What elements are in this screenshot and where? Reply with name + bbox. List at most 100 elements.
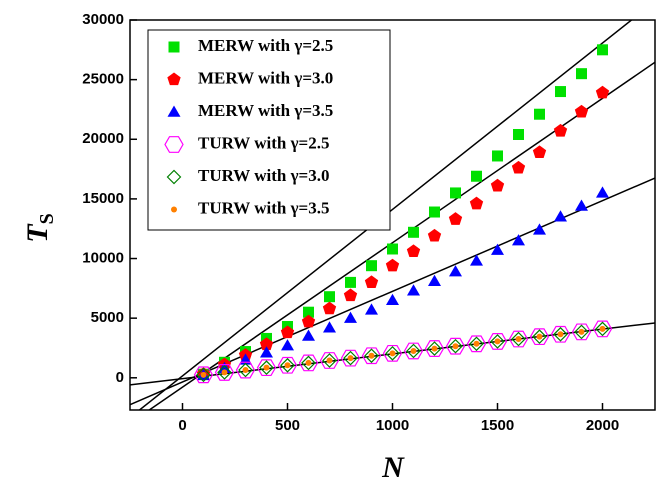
marker (529, 328, 550, 346)
marker (263, 364, 270, 371)
marker (508, 330, 529, 348)
marker (469, 196, 484, 210)
marker (284, 362, 291, 369)
marker (536, 333, 543, 340)
marker (364, 348, 379, 364)
y-tick-label: 0 (116, 369, 124, 386)
marker (238, 362, 253, 378)
marker (259, 337, 274, 351)
marker (511, 331, 526, 347)
marker (277, 356, 298, 374)
marker (596, 186, 609, 198)
marker (298, 354, 319, 372)
marker (557, 331, 564, 338)
x-axis-label: N (381, 451, 405, 484)
legend-marker (168, 41, 180, 53)
marker (427, 228, 442, 242)
x-tick-label: 2000 (586, 417, 619, 434)
marker (597, 44, 608, 56)
marker (595, 321, 610, 337)
marker (571, 323, 592, 341)
y-tick-label: 5000 (91, 309, 124, 326)
marker (534, 108, 545, 120)
marker (407, 284, 420, 296)
marker (490, 334, 505, 349)
marker (511, 160, 526, 174)
marker (385, 346, 400, 361)
marker (256, 359, 277, 377)
marker (364, 275, 379, 289)
marker (259, 360, 274, 376)
marker (200, 371, 207, 378)
marker (512, 234, 525, 246)
marker (431, 345, 438, 352)
fit-line (130, 177, 655, 406)
marker (218, 361, 231, 374)
marker (196, 367, 211, 383)
marker (280, 325, 295, 339)
marker (492, 150, 503, 162)
marker (322, 301, 337, 315)
marker (555, 86, 566, 98)
marker (574, 104, 589, 118)
x-tick-label: 1500 (481, 417, 514, 434)
marker (410, 347, 417, 354)
marker (280, 357, 295, 373)
plot-area (130, 20, 655, 410)
marker (553, 326, 568, 342)
marker (553, 123, 568, 137)
y-tick-label: 30000 (82, 11, 124, 28)
legend-marker (164, 136, 184, 153)
marker (324, 291, 335, 303)
marker (326, 357, 333, 364)
marker (214, 364, 235, 381)
marker (595, 85, 610, 99)
marker (470, 254, 483, 266)
marker (347, 355, 354, 362)
marker (323, 321, 336, 333)
marker (217, 365, 232, 380)
x-tick-label: 500 (275, 417, 300, 434)
marker (319, 352, 340, 369)
marker (389, 350, 396, 357)
legend-box (147, 29, 391, 231)
marker (242, 367, 249, 374)
marker (487, 333, 508, 350)
marker (344, 311, 357, 323)
marker (406, 244, 421, 258)
marker (448, 212, 463, 225)
marker (494, 338, 501, 345)
x-tick-label: 0 (178, 417, 186, 434)
marker (302, 329, 315, 341)
marker (575, 199, 588, 211)
marker (471, 170, 482, 182)
marker (235, 361, 256, 379)
y-label-sub: S (36, 213, 58, 224)
marker (599, 325, 606, 332)
marker (365, 303, 378, 315)
marker (450, 187, 461, 199)
legend-label: MERW with γ=3.0 (198, 68, 333, 87)
marker (361, 347, 382, 365)
legend-marker (171, 206, 177, 213)
marker (469, 336, 484, 352)
legend-marker (167, 105, 181, 117)
marker (281, 339, 294, 351)
marker (532, 145, 547, 159)
marker (550, 325, 571, 343)
marker (386, 293, 399, 306)
marker (445, 337, 466, 355)
marker (449, 265, 462, 277)
marker (345, 276, 356, 288)
y-tick-label: 10000 (82, 250, 124, 267)
marker (448, 338, 463, 354)
marker (515, 336, 522, 343)
marker (260, 346, 273, 358)
fit-line (147, 61, 655, 410)
legend-label: MERW with γ=2.5 (198, 36, 333, 55)
y-tick-label: 15000 (82, 190, 124, 207)
marker (533, 223, 546, 235)
marker (466, 335, 487, 353)
marker (322, 353, 337, 368)
